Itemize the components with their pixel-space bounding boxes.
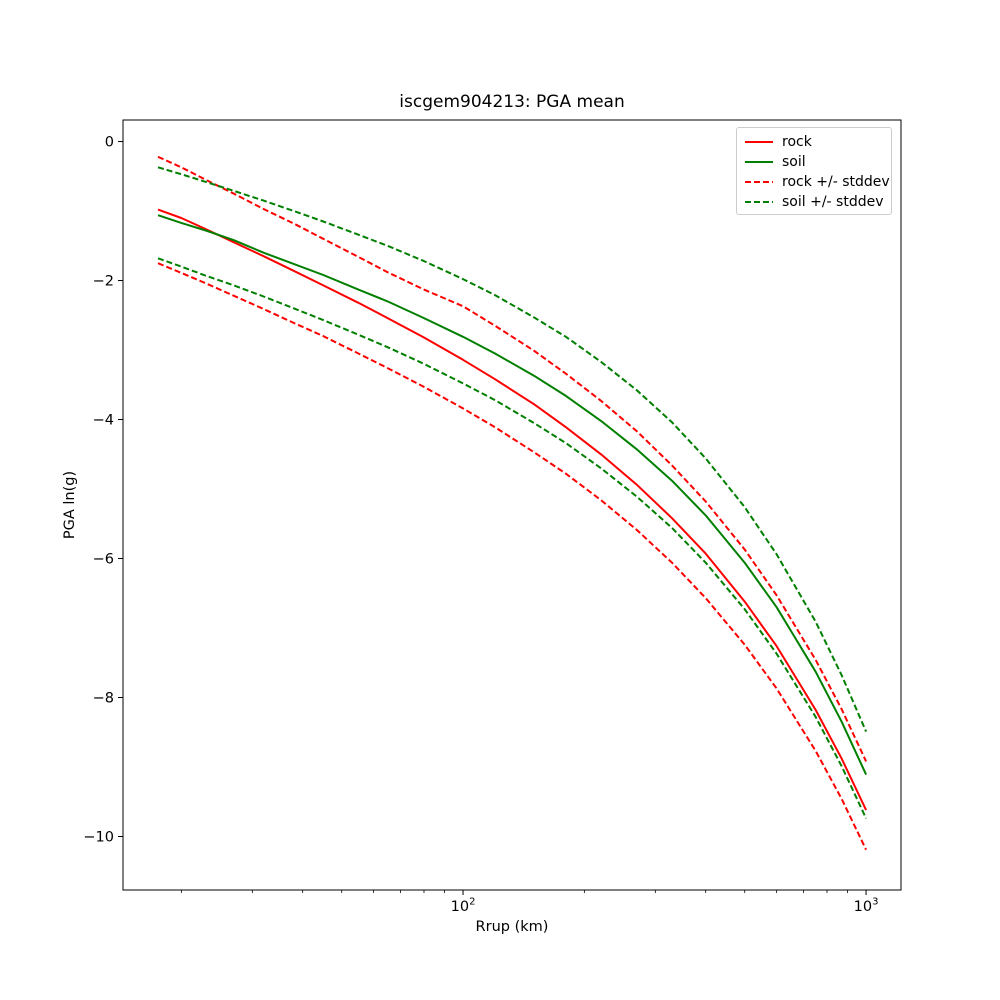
legend-entry: rock +/- stddev	[745, 172, 890, 192]
legend-label: rock +/- stddev	[782, 174, 890, 190]
y-axis-label: PGA ln(g)	[62, 470, 78, 540]
legend-box: rock soil rock +/- stddev soil +/- stddev	[736, 127, 892, 215]
series-line-soil	[157, 214, 868, 776]
x-tick-label: 102	[451, 897, 476, 916]
legend-entry: rock	[745, 132, 883, 152]
y-tick-label: −6	[93, 552, 114, 568]
legend-line-sample-solid	[745, 141, 773, 143]
x-axis-label: Rrup (km)	[475, 919, 549, 935]
x-tick-label: 103	[854, 897, 879, 916]
legend-label: soil +/- stddev	[782, 194, 884, 210]
legend-line-sample-dashed	[745, 201, 773, 203]
legend-label: soil	[782, 154, 806, 170]
series-line-rock_minus_stddev	[157, 262, 868, 851]
y-tick-label: −8	[93, 691, 114, 707]
chart-title: iscgem904213: PGA mean	[399, 92, 625, 112]
legend-line-sample-dashed	[745, 181, 773, 183]
series-line-soil_plus_stddev	[157, 166, 868, 732]
legend-label: rock	[782, 134, 812, 150]
series-line-soil_minus_stddev	[157, 257, 868, 819]
legend-entry: soil	[745, 152, 883, 172]
y-tick-label: −10	[83, 829, 114, 845]
y-tick-label: 0	[105, 135, 114, 151]
series-line-rock_plus_stddev	[157, 155, 868, 762]
legend-entry: soil +/- stddev	[745, 192, 884, 212]
axes-spines	[122, 119, 902, 891]
legend-line-sample-solid	[745, 161, 773, 163]
y-tick-label: −4	[93, 413, 114, 429]
series-line-rock	[157, 208, 868, 811]
y-tick-label: −2	[93, 274, 114, 290]
